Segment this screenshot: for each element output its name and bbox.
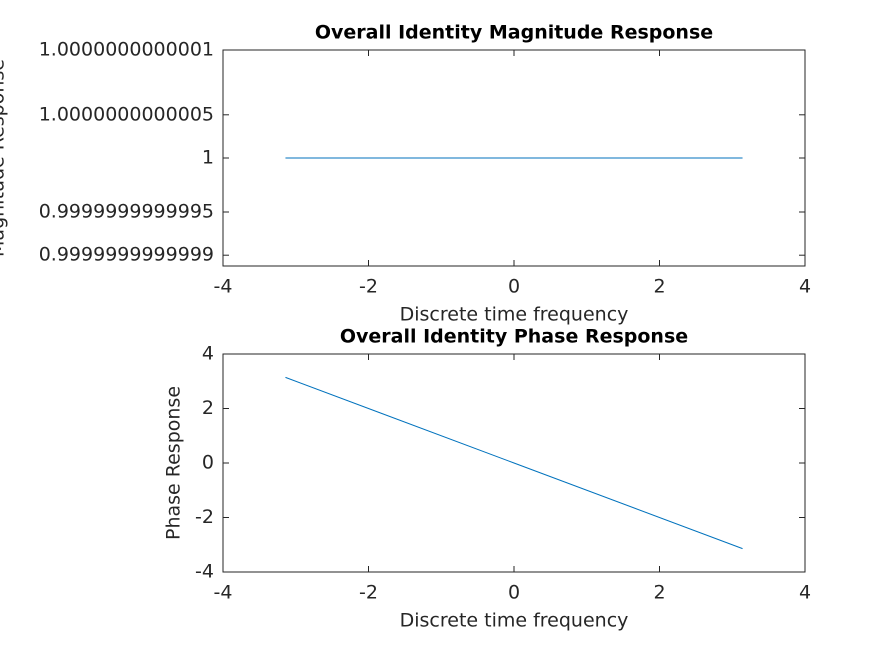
y-tick-label: 1 (202, 147, 214, 169)
y-tick-label: 2 (202, 397, 214, 419)
x-axis-label: Discrete time frequency (400, 304, 629, 326)
y-axis-label: Magnitude Response (0, 59, 9, 257)
y-tick-label: 0.9999999999995 (39, 201, 214, 223)
x-tick-label: -4 (214, 276, 233, 298)
y-axis-label: Phase Response (163, 386, 185, 540)
x-tick-label: -4 (214, 582, 233, 604)
x-tick-label: -2 (359, 582, 378, 604)
line (285, 376, 743, 550)
x-axis-label: Discrete time frequency (400, 610, 629, 632)
x-tick-label: 4 (799, 276, 811, 298)
x-tick-label: 0 (508, 276, 520, 298)
x-tick-label: -2 (359, 276, 378, 298)
x-tick-label: 2 (653, 276, 665, 298)
y-tick-label: 4 (202, 343, 214, 365)
x-tick-label: 2 (653, 582, 665, 604)
y-tick-label: 0.9999999999999 (39, 244, 214, 266)
chart-title: Overall Identity Phase Response (340, 326, 688, 348)
chart-title: Overall Identity Magnitude Response (315, 22, 713, 44)
y-tick-label: 1.0000000000005 (39, 103, 214, 125)
x-tick-label: 4 (799, 582, 811, 604)
y-tick-label: -2 (195, 506, 214, 528)
y-tick-label: 1.0000000000001 (39, 39, 214, 61)
y-tick-label: 0 (202, 452, 214, 474)
x-tick-label: 0 (508, 582, 520, 604)
y-tick-label: -4 (195, 561, 214, 583)
